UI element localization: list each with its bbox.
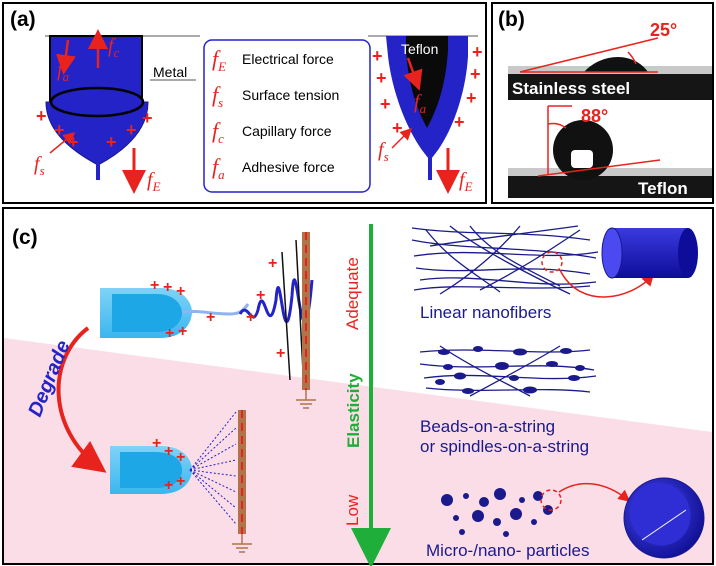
fa-label-left: fa [57,59,70,84]
adequate-label: Adequate [343,257,362,330]
legend-symbol: fE [212,46,226,74]
legend-row: fc Capillary force [212,118,332,146]
panel-b-label: (b) [498,8,525,31]
beads-label-line1: Beads-on-a-string [420,417,555,436]
fa-arrow-right [403,57,423,91]
svg-text:+: + [454,112,465,132]
spinneret-top: + + + + + + + +++ [100,232,316,409]
teflon-needle [368,35,478,180]
legend-text: Electrical force [242,51,334,67]
beads [435,346,585,394]
metal-needle [45,35,200,180]
degrade-arrow [56,326,107,473]
legend-row: fa Adhesive force [212,154,335,182]
panel-c-label: (c) [12,226,38,249]
fE-label-right: fE [459,169,473,194]
panel-a-label: (a) [10,8,36,31]
cylinder-icon [601,227,698,279]
charges-teflon: +++ +++ ++ [372,42,483,138]
linear-nanofibers-label: Linear nanofibers [420,303,551,322]
svg-text:+: + [164,477,173,494]
fa-label-right: fa [414,91,427,116]
legend-symbol: fs [212,82,223,110]
legend-text: Adhesive force [242,159,335,175]
charges-metal: ++ ++ ++ [36,106,153,152]
svg-text:+: + [142,108,153,128]
svg-text:+: + [165,325,174,342]
legend-text: Capillary force [242,123,332,139]
fc-label-left: fc [108,35,120,60]
legend-row: fE Electrical force [212,46,334,74]
fa-arrow-left [56,39,76,75]
fE-label-left: fE [147,169,161,194]
contact-angle-steel: 25° [650,20,677,40]
svg-text:+: + [376,68,387,88]
fs-label-left: fs [34,153,45,178]
fs-arrow-left [49,132,76,154]
spinneret-bottom: + + + + + [110,410,252,553]
stainless-steel-label: Stainless steel [512,79,630,98]
teflon-label-a: Teflon [401,41,438,57]
svg-text:+: + [372,46,383,66]
svg-text:+: + [470,64,481,84]
svg-text:+: + [276,345,285,362]
low-label: Low [343,494,362,526]
svg-text:+: + [126,120,137,140]
force-legend-box [203,39,371,193]
svg-text:+: + [164,443,173,460]
svg-text:+: + [163,279,172,296]
legend-row: fs Surface tension [212,82,339,110]
beads-label-line2: or spindles-on-a-string [420,437,589,456]
svg-text:+: + [68,132,79,152]
fs-arrow-right [391,127,413,149]
legend-text: Surface tension [242,87,339,103]
sphere-icon [623,477,705,559]
svg-text:+: + [176,283,185,300]
panel-b: (b) 25° Stainless steel 88° Teflon [491,2,714,204]
svg-text:+: + [176,449,185,466]
particles [441,488,553,537]
linear-nanofibers-mesh [411,225,599,295]
svg-text:+: + [150,277,159,294]
legend-symbol: fa [212,154,225,182]
svg-text:+: + [472,42,483,62]
metal-label: Metal [153,64,187,80]
svg-text:+: + [152,435,161,452]
svg-text:+: + [36,106,47,126]
teflon-label-b: Teflon [638,179,688,198]
svg-text:+: + [466,88,477,108]
svg-text:+: + [256,287,265,304]
svg-text:+: + [176,473,185,490]
force-legend: fE Electrical force fs Surface tension fc Cap… [212,46,339,182]
legend-symbol: fc [212,118,224,146]
contact-angle-teflon: 88° [581,106,608,126]
pink-region [4,338,712,563]
svg-text:+: + [246,309,255,326]
particles-label: Micro-/nano- particles [426,541,589,560]
elasticity-label: Elasticity [344,373,363,448]
svg-text:+: + [392,118,403,138]
svg-text:+: + [106,132,117,152]
svg-text:+: + [268,255,277,272]
svg-text:+: + [54,120,65,140]
svg-text:+: + [380,94,391,114]
panel-c: (c) + + + + + + + +++ Degrade [2,207,714,566]
svg-text:+: + [206,309,215,326]
fs-label-right: fs [378,139,389,164]
svg-text:+: + [178,323,187,340]
panel-a: (a) Metal fc fa fs fE ++ ++ ++ fE Electri… [2,2,487,204]
